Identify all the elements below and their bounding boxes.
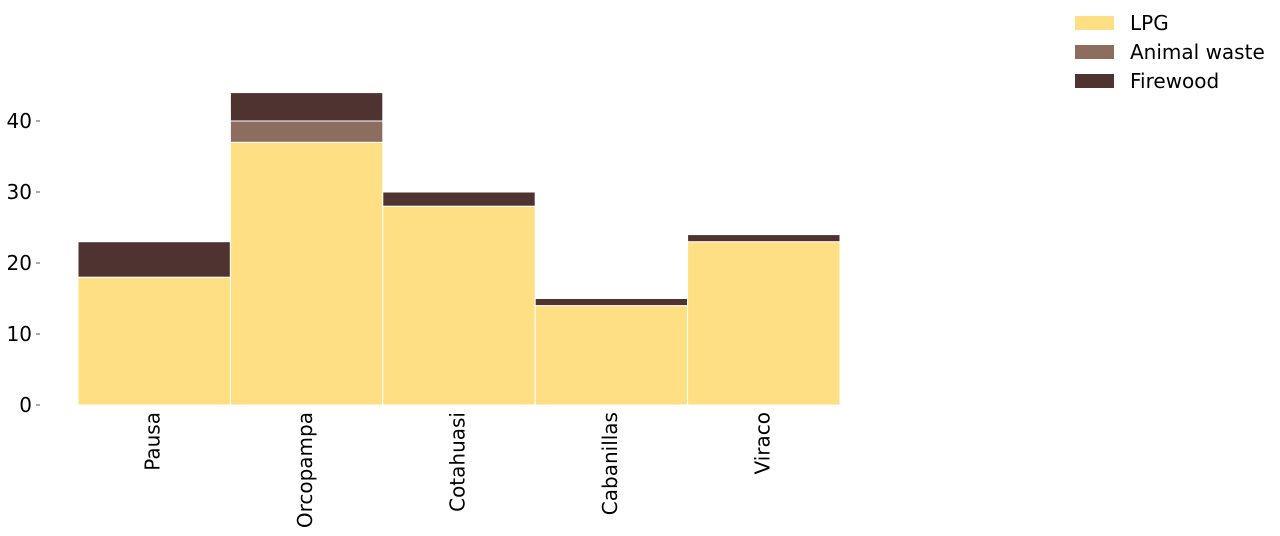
legend-label-animal-waste: Animal waste: [1130, 40, 1265, 64]
y-tick-label-10: 10: [7, 322, 32, 346]
bar-pausa-lpg: [77, 276, 231, 406]
bar-cabanillas-lpg: [534, 305, 689, 406]
legend-swatch-animal-waste: [1075, 45, 1114, 59]
legend-label-firewood: Firewood: [1130, 69, 1219, 93]
bar-viraco-lpg: [687, 241, 841, 406]
x-tick-label-orcopampa: Orcopampa: [293, 412, 317, 528]
y-tick-label-40: 40: [7, 109, 32, 133]
x-axis: Pausa Orcopampa Cotahuasi Cabanillas Viraco: [141, 412, 775, 528]
x-tick-label-cotahuasi: Cotahuasi: [446, 412, 470, 512]
x-tick-label-viraco: Viraco: [750, 412, 774, 475]
bar-orcopampa-firewood: [229, 92, 384, 122]
bar-orcopampa-lpg: [229, 141, 384, 406]
legend-swatch-firewood: [1075, 74, 1114, 88]
y-tick-label-0: 0: [19, 393, 32, 417]
bar-cabanillas-firewood: [534, 298, 689, 307]
x-tick-label-pausa: Pausa: [141, 412, 165, 471]
legend: LPG Animal waste Firewood: [1075, 11, 1265, 93]
x-tick-label-cabanillas: Cabanillas: [598, 412, 622, 515]
bar-orcopampa-animal-waste: [229, 120, 384, 143]
bar-cotahuasi-lpg: [382, 205, 536, 406]
legend-swatch-lpg: [1075, 16, 1114, 30]
bar-cotahuasi-firewood: [382, 191, 536, 207]
bar-viraco-firewood: [687, 234, 841, 243]
y-axis: 0 10 20 30 40: [7, 109, 40, 417]
legend-label-lpg: LPG: [1130, 11, 1169, 35]
bars-layer: [77, 92, 841, 406]
y-tick-label-20: 20: [7, 251, 32, 275]
bar-pausa-firewood: [77, 241, 231, 278]
y-tick-label-30: 30: [7, 180, 32, 204]
